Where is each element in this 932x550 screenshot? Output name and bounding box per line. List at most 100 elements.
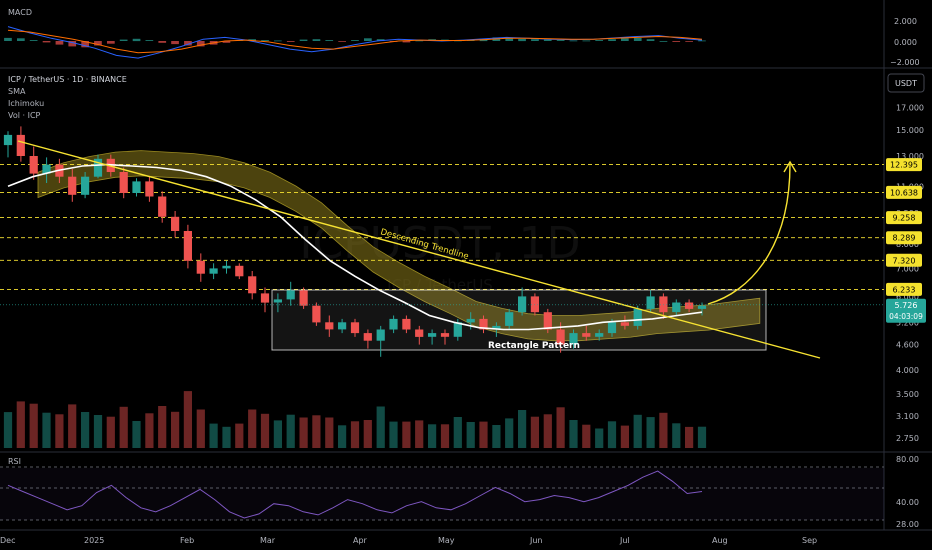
price-tick-label: 17.000 [896, 103, 924, 112]
macd-histogram-bar [107, 41, 115, 44]
candle-body [492, 325, 501, 330]
macd-histogram-bar [171, 41, 179, 45]
macd-histogram-bar [415, 40, 424, 42]
level-tag-box [886, 158, 922, 172]
volume-bar [42, 412, 51, 448]
macd-histogram-bar [531, 39, 539, 41]
time-label: Feb [180, 536, 194, 545]
candle-body [248, 276, 257, 294]
price-pane[interactable]: ICPUSDT, 1D ICP / TetherUS Descending Tr… [0, 73, 926, 449]
macd-tick-label: 0.000 [894, 38, 917, 47]
time-label: May [438, 536, 455, 545]
volume-bar [672, 423, 681, 448]
macd-histogram-bar [132, 38, 141, 42]
macd-histogram-bar [312, 39, 321, 41]
volume-bar [209, 423, 218, 448]
time-label: Jun [529, 536, 543, 545]
time-axis[interactable]: Dec 2025 Feb Mar Apr May Jun Jul Aug Sep [0, 536, 817, 545]
price-tick-label: 15.000 [896, 126, 924, 135]
candle-body [222, 265, 231, 269]
volume-bar [697, 426, 707, 448]
symbol-title[interactable]: ICP / TetherUS · 1D · BINANCE [8, 75, 127, 84]
macd-histogram-bar [119, 39, 128, 41]
price-tick-label: 13.000 [896, 152, 924, 161]
candle-body [93, 158, 103, 177]
candle-body [543, 312, 552, 330]
candle-body [42, 164, 51, 174]
macd-histogram-bar [518, 38, 526, 42]
volume-bar [68, 404, 77, 448]
time-label: Mar [260, 536, 276, 545]
candle-body [646, 296, 655, 309]
candle-body [376, 329, 385, 341]
volume-bar [145, 413, 154, 448]
macd-histogram-bar [543, 39, 552, 41]
volume-bar [222, 426, 231, 448]
volume-bar [505, 418, 514, 448]
candle-body [685, 302, 694, 309]
level-tag-label: 7.320 [893, 256, 916, 265]
volume-bar [466, 422, 475, 448]
candle-body [196, 260, 205, 274]
candle-body [556, 329, 565, 345]
current-price-tag: 5.726 04:03:09 [0, 298, 926, 323]
candle-body [633, 308, 642, 326]
rsi-pane[interactable]: RSI 80.00 40.00 28.00 [0, 455, 919, 529]
volume-bar [248, 409, 257, 448]
volume-bar [440, 424, 450, 448]
macd-pane[interactable]: MACD 2.000 0.000 −2.000 [4, 8, 920, 67]
rsi-band [0, 468, 884, 520]
macd-histogram-bar [184, 41, 192, 46]
indicator-volume-label[interactable]: Vol · ICP [8, 111, 41, 120]
volume-bar [376, 406, 385, 448]
price-tick-label: 4.600 [896, 341, 919, 350]
candle-body [325, 322, 334, 330]
macd-histogram-bar [42, 41, 51, 43]
price-tick-label: 4.000 [896, 366, 919, 375]
price-tick-label: 8.000 [896, 240, 919, 249]
descending-trendline[interactable] [17, 140, 821, 359]
volume-bar [607, 421, 617, 449]
currency-button[interactable] [887, 73, 925, 93]
candle-body [363, 333, 372, 341]
macd-histogram-bar [595, 40, 603, 41]
level-tag-box [886, 231, 922, 245]
candle-body [209, 268, 218, 274]
macd-histogram-bar [633, 37, 642, 41]
macd-histogram-bar [698, 40, 706, 42]
time-label: Aug [712, 536, 728, 545]
volume-bar [595, 428, 604, 448]
candle-body [428, 333, 437, 337]
volume-bar [389, 421, 398, 448]
indicator-sma-label[interactable]: SMA [8, 87, 26, 96]
time-label: Apr [353, 536, 368, 545]
indicator-ichimoku-label[interactable]: Ichimoku [8, 99, 44, 108]
macd-histogram-bar [286, 41, 295, 42]
macd-histogram-bar [158, 41, 167, 43]
macd-histogram-bar [402, 41, 411, 43]
macd-histogram-bar [325, 40, 334, 41]
macd-histogram-bar [672, 41, 681, 42]
candle-body [530, 296, 539, 313]
candle-body [518, 296, 527, 313]
candle-body [595, 333, 604, 337]
candle-body [171, 216, 180, 231]
current-price-label: 5.726 [895, 301, 918, 310]
rsi-tick-label: 40.00 [896, 498, 919, 507]
macd-label: MACD [8, 8, 32, 17]
macd-histogram-bar [94, 41, 102, 46]
rectangle-pattern-label: Rectangle Pattern [488, 341, 580, 351]
candle-body [119, 172, 128, 193]
volume-bar [582, 424, 591, 448]
candle-body [569, 333, 578, 345]
candle-body [440, 333, 450, 337]
level-tag-label: 9.258 [893, 214, 916, 223]
candle-body [350, 322, 360, 334]
candle-body [479, 318, 488, 330]
candle-body [183, 231, 192, 261]
projection-arrow[interactable] [707, 163, 791, 305]
volume-bar [29, 403, 38, 448]
volume-bar [119, 406, 128, 448]
level-tag-box [886, 211, 922, 225]
